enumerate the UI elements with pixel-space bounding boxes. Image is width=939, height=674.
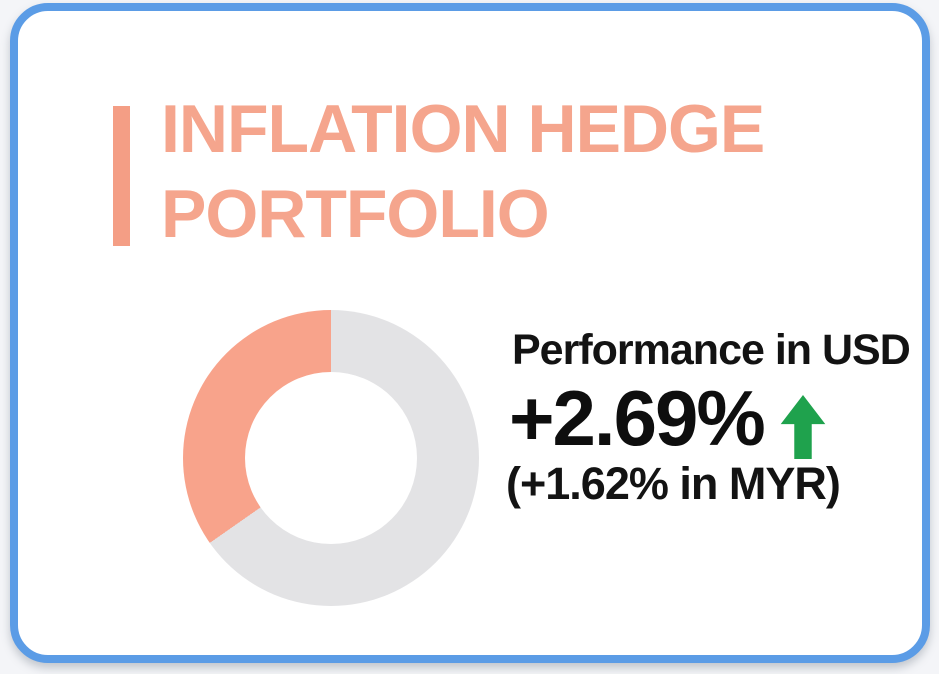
allocation-donut-chart — [183, 310, 479, 606]
page-title: INFLATION HEDGE PORTFOLIO — [161, 87, 765, 257]
portfolio-card: INFLATION HEDGE PORTFOLIO Performance in… — [10, 3, 930, 663]
performance-usd-value: +2.69% — [509, 374, 766, 462]
page-title-line1: INFLATION HEDGE — [161, 91, 765, 167]
performance-label: Performance in USD — [512, 326, 911, 374]
performance-value-row: +2.69% — [509, 379, 826, 459]
page-title-line2: PORTFOLIO — [161, 176, 550, 252]
donut-chart-hole — [245, 372, 417, 544]
performance-myr-value: (+1.62% in MYR) — [506, 458, 841, 509]
title-accent-bar — [113, 106, 130, 246]
arrow-up-icon — [780, 395, 826, 459]
